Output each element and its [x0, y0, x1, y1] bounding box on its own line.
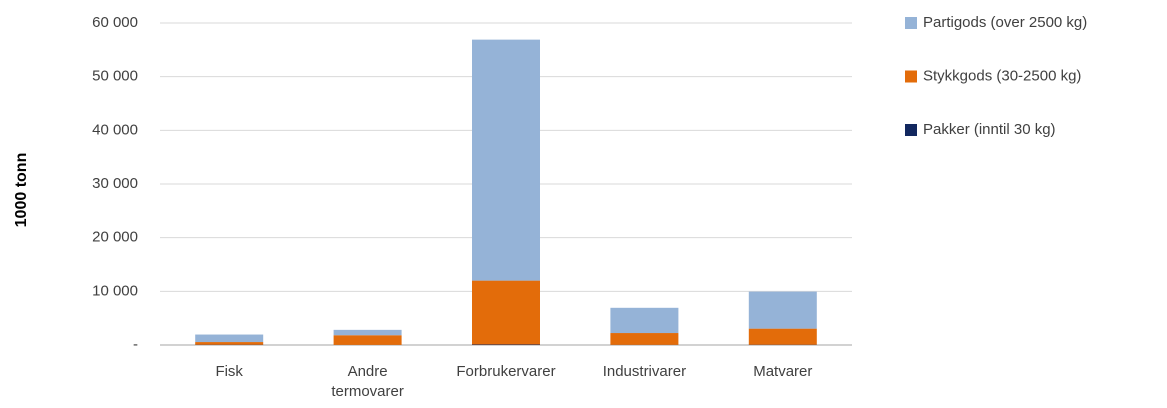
y-tick-label: 40 000: [92, 121, 138, 138]
y-axis-label: 1000 tonn: [13, 153, 30, 228]
y-tick-label: 20 000: [92, 229, 138, 246]
bar-segment: [195, 334, 264, 343]
bar-segment: [748, 291, 817, 329]
x-tick-label: Andre termovarer: [331, 363, 404, 400]
x-tick-label: Fisk: [215, 363, 243, 380]
bar-segment: [472, 344, 540, 345]
bar-segment: [610, 307, 679, 334]
legend-label: Pakker (inntil 30 kg): [923, 121, 1056, 138]
bar-segment: [195, 342, 264, 345]
bar-segment: [610, 333, 679, 345]
x-tick-label: Industrivarer: [602, 363, 687, 380]
y-tick-label: 10 000: [92, 282, 138, 299]
legend-swatch: [905, 124, 917, 136]
bar-segment: [472, 280, 540, 345]
y-tick-label: 60 000: [92, 14, 138, 31]
bar-segment: [472, 39, 540, 281]
bar-segment: [333, 335, 402, 345]
y-tick-label: 50 000: [92, 68, 138, 85]
bar-segment: [333, 329, 402, 336]
legend-label: Stykkgods (30-2500 kg): [923, 67, 1081, 84]
legend-label: Partigods (over 2500 kg): [923, 14, 1087, 31]
bar-segment: [748, 328, 817, 345]
x-tick-label: Matvarer: [753, 363, 813, 380]
y-tick-label: 30 000: [92, 175, 138, 192]
legend-swatch: [905, 70, 917, 83]
legend-swatch: [905, 17, 917, 29]
y-tick-label: -: [133, 336, 138, 353]
x-tick-label: Forbrukervarer: [456, 363, 556, 380]
